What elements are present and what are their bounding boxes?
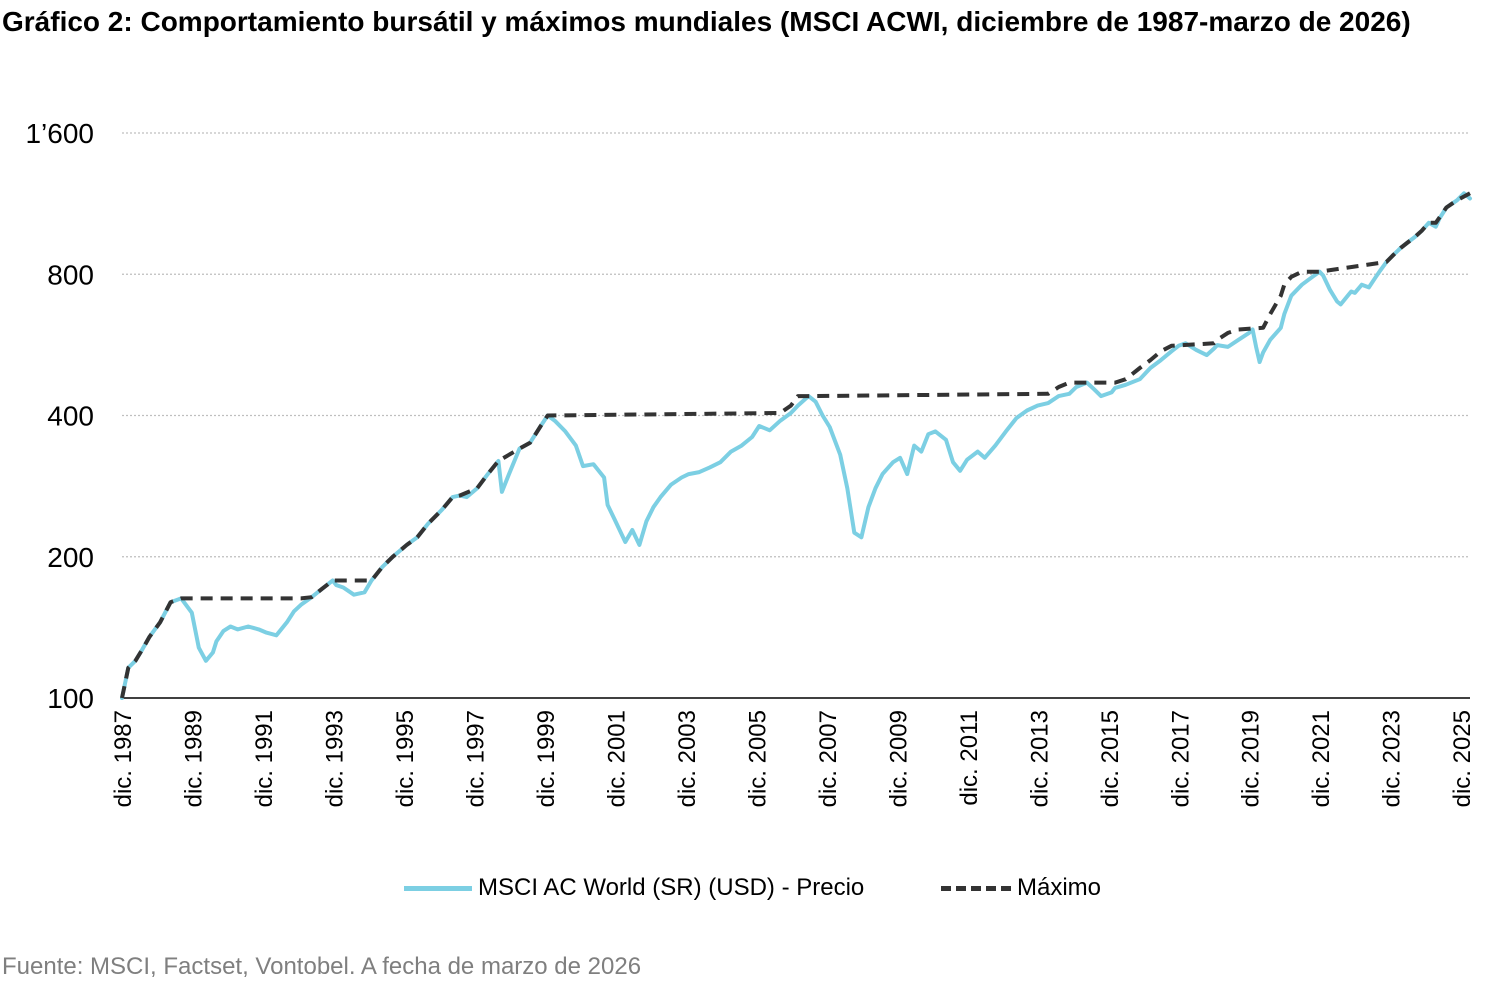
x-tick-label: dic. 2021 bbox=[1308, 710, 1335, 807]
legend-solid-line-icon bbox=[404, 885, 472, 891]
y-tick-label: 800 bbox=[47, 259, 94, 290]
x-tick-label: dic. 2009 bbox=[885, 710, 912, 807]
source-note: Fuente: MSCI, Factset, Vontobel. A fecha… bbox=[2, 953, 642, 980]
x-tick-label: dic. 1999 bbox=[533, 710, 560, 807]
y-tick-label: 1’600 bbox=[25, 118, 94, 149]
y-axis-ticks: 100 200 400 800 1’600 bbox=[25, 118, 94, 714]
series-line-price bbox=[120, 191, 1472, 700]
x-tick-label: dic. 2025 bbox=[1449, 710, 1476, 807]
y-tick-label: 200 bbox=[47, 542, 94, 573]
chart-title: Gráfico 2: Comportamiento bursátil y máx… bbox=[2, 6, 1411, 37]
gridlines bbox=[122, 132, 1470, 558]
x-tick-label: dic. 1991 bbox=[251, 710, 278, 807]
x-tick-label: dic. 1993 bbox=[321, 710, 348, 807]
series-line-maximo bbox=[120, 191, 1471, 699]
y-tick-label: 400 bbox=[47, 401, 94, 432]
x-tick-label: dic. 1997 bbox=[462, 710, 489, 807]
legend-item-max: Máximo bbox=[941, 870, 1101, 906]
x-tick-label: dic. 2013 bbox=[1026, 710, 1053, 807]
x-tick-label: dic. 1987 bbox=[110, 710, 137, 807]
x-tick-label: dic. 2017 bbox=[1167, 710, 1194, 807]
x-tick-label: dic. 2003 bbox=[674, 710, 701, 807]
series-lines bbox=[120, 191, 1472, 700]
legend: MSCI AC World (SR) (USD) - Precio Máximo bbox=[0, 870, 1500, 906]
x-tick-label: dic. 2015 bbox=[1097, 710, 1124, 807]
x-tick-label: dic. 2001 bbox=[603, 710, 630, 807]
legend-label-max: Máximo bbox=[1017, 874, 1102, 901]
x-axis-ticks: dic. 1987 dic. 1989 dic. 1991 dic. 1993 dic.… bbox=[110, 710, 1476, 807]
x-tick-label: dic. 2011 bbox=[956, 710, 983, 806]
x-tick-label: dic. 2007 bbox=[815, 710, 842, 807]
x-tick-label: dic. 2019 bbox=[1238, 710, 1265, 807]
y-tick-label: 100 bbox=[47, 683, 94, 714]
legend-item-price: MSCI AC World (SR) (USD) - Precio bbox=[404, 870, 864, 906]
legend-label-price: MSCI AC World (SR) (USD) - Precio bbox=[478, 874, 865, 901]
x-tick-label: dic. 1995 bbox=[392, 710, 419, 807]
legend-dashed-line-icon bbox=[941, 885, 1011, 891]
x-tick-label: dic. 2005 bbox=[744, 710, 771, 807]
x-tick-label: dic. 1989 bbox=[180, 710, 207, 807]
x-tick-label: dic. 2023 bbox=[1379, 710, 1406, 807]
